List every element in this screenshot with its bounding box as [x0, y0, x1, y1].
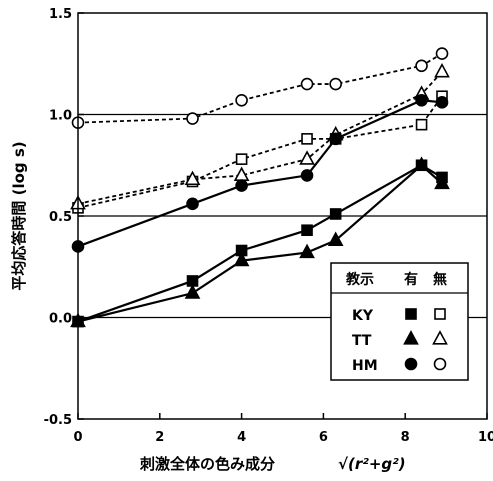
legend-row-label-hm: HM: [352, 358, 378, 374]
data-point-hm-with-6: [435, 96, 449, 109]
data-point-tt-without-3: [299, 150, 315, 165]
x-tick-label-2: 4: [237, 430, 246, 445]
data-point-hm-with-5: [415, 93, 428, 107]
data-point-hm-without-6: [435, 47, 449, 60]
legend: 教示 有 無 KY TT HM: [330, 262, 469, 381]
data-point-tt-with-2: [233, 251, 250, 267]
data-point-tt-with-1: [184, 284, 201, 299]
data-point-hm-without-1: [186, 112, 199, 125]
data-point-hm-with-2: [235, 179, 248, 192]
legend-row-label-ky: KY: [352, 308, 374, 324]
x-axis-label: 刺激全体の色み成分 √(r²+g²): [140, 455, 406, 473]
x-tick-label-1: 2: [155, 430, 164, 445]
x-tick-label-3: 6: [319, 430, 328, 445]
x-tick-label-5: 10: [478, 430, 493, 445]
x-tick-label-4: 8: [401, 430, 410, 445]
y-axis-label: 平均応答時間 (log s): [10, 141, 28, 290]
series-line-hm-with: [77, 99, 443, 248]
data-point-hm-with-4: [329, 132, 342, 146]
legend-marker-hm-with: [404, 357, 418, 371]
y-tick-label-2: 0.5: [49, 210, 72, 225]
series-line-ky-without: [77, 95, 443, 209]
data-point-tt-with-3: [299, 243, 315, 259]
data-point-tt-without-1: [184, 170, 201, 186]
x-axis-label-formula: √(r²+g²): [338, 455, 406, 473]
data-point-tt-with-6: [434, 174, 450, 190]
data-point-hm-without-4: [329, 77, 342, 91]
data-point-ky-without-5: [415, 118, 428, 131]
legend-marker-ky-with: [405, 308, 417, 320]
legend-marker-tt-without: [432, 330, 448, 345]
data-point-hm-with-3: [300, 169, 314, 182]
y-tick-label-1: 0.0: [49, 312, 72, 327]
legend-marker-hm-without: [433, 357, 447, 371]
legend-header-label: 教示: [346, 271, 374, 288]
data-point-ky-with-3: [301, 224, 313, 237]
legend-rows: KY TT HM: [352, 308, 448, 374]
legend-marker-tt-with: [403, 330, 419, 345]
legend-header-without: 無: [433, 271, 447, 288]
data-point-hm-without-3: [300, 77, 314, 91]
data-point-ky-with-4: [329, 208, 342, 220]
data-point-hm-with-1: [186, 197, 199, 211]
data-point-hm-without-5: [415, 59, 428, 73]
data-point-ky-without-2: [235, 153, 248, 165]
x-tick-label-0: 0: [73, 430, 82, 445]
axis-ticks: -0.5 0.0 0.5 1.0 1.5 0 2 4 6 8 10: [44, 7, 493, 445]
data-point-hm-without-2: [235, 93, 248, 107]
data-point-tt-with-5: [413, 156, 430, 171]
data-points: [70, 47, 450, 328]
y-tick-label-3: 1.0: [49, 109, 72, 124]
data-point-ky-without-3: [301, 133, 313, 145]
data-point-tt-without-6: [434, 62, 450, 78]
data-point-tt-with-4: [327, 231, 344, 246]
legend-marker-ky-without: [434, 308, 446, 320]
y-tick-label-0: -0.5: [44, 413, 72, 428]
legend-row-label-tt: TT: [352, 333, 372, 349]
y-tick-label-4: 1.5: [49, 7, 72, 22]
series-line-hm-without: [77, 52, 443, 124]
legend-header-with: 有: [404, 271, 418, 288]
x-axis-label-text: 刺激全体の色み成分: [140, 455, 275, 473]
